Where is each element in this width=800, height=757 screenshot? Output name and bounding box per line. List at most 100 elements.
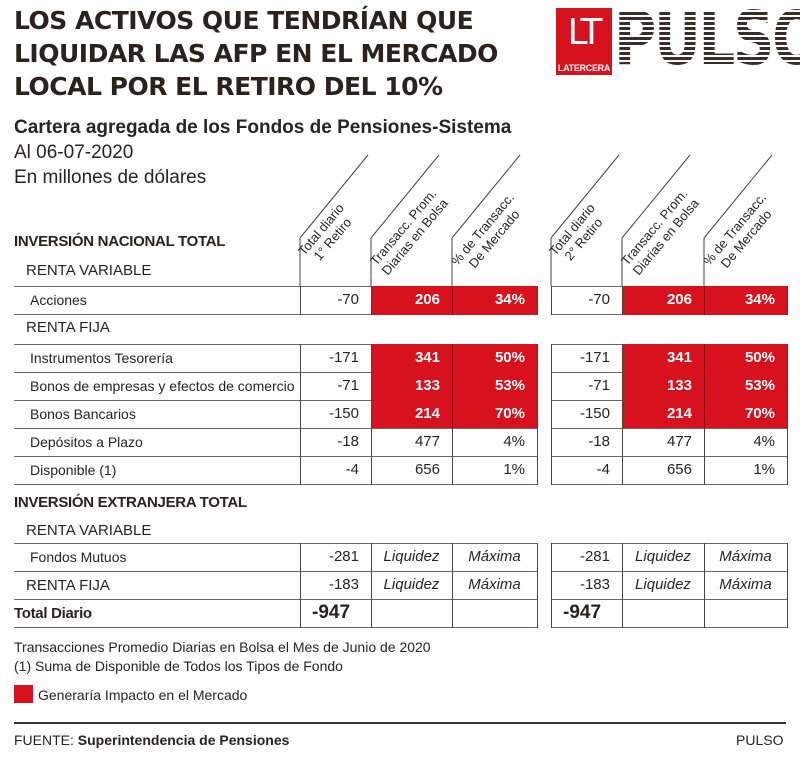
cell-divider	[371, 571, 372, 600]
pct-cell-1: 4%	[503, 433, 525, 450]
cell-divider	[452, 543, 453, 572]
pct-cell-2: 34%	[744, 291, 775, 308]
cell-divider	[787, 599, 788, 628]
cell-divider	[551, 400, 552, 429]
total-cell-1: -150	[328, 405, 359, 422]
total-cell-2: -183	[579, 576, 610, 593]
transacc-cell-2: 133	[666, 377, 692, 394]
impact-highlight	[371, 344, 537, 373]
col-diagonal	[451, 154, 521, 239]
lt-logo-text: LT	[567, 12, 602, 53]
cell-divider	[300, 571, 301, 600]
total-cell-2: -70	[588, 291, 610, 308]
total-cell-2: -150	[579, 405, 610, 422]
pulso-logo: PULSO	[614, 2, 800, 76]
cell-divider	[300, 428, 301, 457]
impact-highlight	[371, 400, 537, 429]
headline-line-2: LIQUIDAR LAS AFP EN EL MERCADO	[14, 39, 498, 68]
cell-divider	[704, 344, 705, 373]
pct-cell-1: 34%	[494, 291, 525, 308]
transacc-cell-2: Liquidez	[635, 548, 691, 565]
group-renta-variable-nacional: RENTA VARIABLE	[26, 262, 152, 279]
pct-cell-1: 53%	[494, 377, 525, 394]
transacc-cell-2: 214	[666, 405, 692, 422]
cell-divider	[704, 543, 705, 572]
col-diagonal	[550, 154, 620, 239]
pct-cell-2: 50%	[744, 349, 775, 366]
row-border-top	[551, 456, 787, 457]
cell-divider	[622, 599, 623, 628]
cell-divider	[537, 456, 538, 485]
cell-divider	[704, 372, 705, 401]
col-diagonal	[299, 154, 369, 239]
row-border-top	[14, 344, 537, 345]
group-renta-variable-extranjera: RENTA VARIABLE	[26, 522, 152, 539]
section-inversion-nacional: INVERSIÓN NACIONAL TOTAL	[14, 233, 226, 250]
source-label: FUENTE:	[14, 732, 74, 748]
cell-divider	[452, 456, 453, 485]
cell-divider	[787, 571, 788, 600]
total-cell-2: -171	[579, 349, 610, 366]
cell-divider	[551, 286, 552, 315]
pct-cell-2: Máxima	[719, 576, 772, 593]
cell-divider	[551, 456, 552, 485]
cell-divider	[371, 456, 372, 485]
row-label: Depósitos a Plazo	[30, 434, 143, 450]
cell-divider	[537, 286, 538, 315]
cell-divider	[622, 456, 623, 485]
cell-divider	[537, 372, 538, 401]
headline: LOS ACTIVOS QUE TENDRÍAN QUE LIQUIDAR LA…	[14, 4, 534, 103]
total-cell-2: -71	[588, 377, 610, 394]
total-cell-1: -281	[328, 548, 359, 565]
cell-divider	[300, 344, 301, 373]
cell-divider	[300, 286, 301, 315]
cell-divider	[537, 400, 538, 429]
pct-cell-1: Máxima	[468, 548, 521, 565]
total-label: Total Diario	[14, 605, 92, 622]
cell-divider	[551, 372, 552, 401]
total-cell-1: -4	[345, 461, 359, 478]
cell-divider	[787, 456, 788, 485]
cell-divider	[551, 599, 552, 628]
pct-cell-2: Máxima	[719, 548, 772, 565]
cell-divider	[622, 543, 623, 572]
legend-label: Generaría Impacto en el Mercado	[38, 687, 248, 703]
row-border-top	[14, 456, 537, 457]
cell-divider	[787, 428, 788, 457]
lt-logo-subtext: LATERCERA	[557, 63, 611, 73]
col-diagonal	[370, 154, 440, 239]
cell-divider	[371, 400, 372, 429]
cell-divider	[537, 599, 538, 628]
date-label: Al 06-07-2020	[14, 142, 134, 163]
units-label: En millones de dólares	[14, 167, 207, 188]
row-label: Instrumentos Tesorería	[30, 350, 173, 366]
row-label: Bonos de empresas y efectos de comercio	[30, 378, 295, 394]
transacc-cell-1: 133	[414, 377, 440, 394]
total-cell-1: -18	[337, 433, 359, 450]
legend-swatch	[14, 685, 33, 703]
cell-divider	[622, 372, 623, 401]
row-border-bottom	[14, 599, 537, 600]
pct-cell-2: 4%	[753, 433, 775, 450]
cell-divider	[704, 400, 705, 429]
cell-divider	[551, 344, 552, 373]
footnote-transacciones: Transacciones Promedio Diarias en Bolsa …	[14, 639, 431, 655]
cell-divider	[551, 543, 552, 572]
cell-divider	[371, 372, 372, 401]
total-cell-2: -4	[596, 461, 610, 478]
transacc-cell-2: 341	[666, 349, 692, 366]
transacc-cell-1: 206	[414, 291, 440, 308]
cell-divider	[787, 372, 788, 401]
cell-divider	[787, 400, 788, 429]
cell-divider	[452, 400, 453, 429]
row-label: Bonos Bancarios	[30, 406, 136, 422]
cell-divider	[704, 286, 705, 315]
la-tercera-logo: LT LATERCERA	[556, 8, 612, 75]
transacc-cell-2: 477	[666, 433, 692, 450]
row-border-top	[551, 571, 787, 572]
cell-divider	[537, 344, 538, 373]
transacc-cell-2: Liquidez	[635, 576, 691, 593]
headline-line-1: LOS ACTIVOS QUE TENDRÍAN QUE	[14, 6, 474, 35]
section-inversion-extranjera: INVERSIÓN EXTRANJERA TOTAL	[14, 494, 247, 511]
total-border-bottom	[14, 627, 537, 628]
